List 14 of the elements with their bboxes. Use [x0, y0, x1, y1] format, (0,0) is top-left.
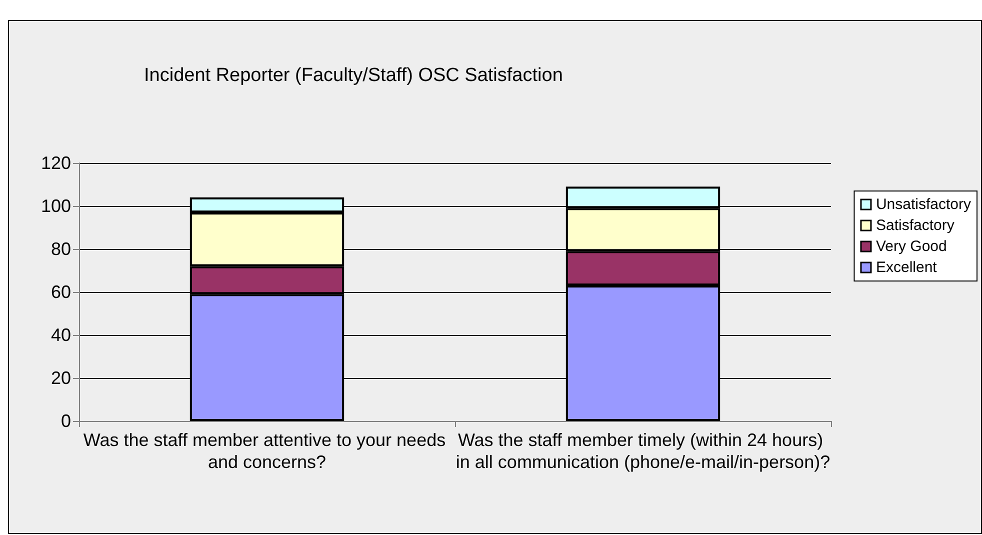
x-tick-label: Was the staff member attentive to your needs and concerns? [83, 430, 451, 472]
y-tick-label: 0 [60, 411, 71, 431]
y-tick-label: 40 [50, 325, 71, 345]
legend-label: Unsatisfactory [876, 196, 972, 213]
legend-label: Very Good [876, 238, 947, 255]
x-tick-label: Was the staff member timely (within 24 hours) in all communication (phone/e-mail/in-person)? [456, 430, 830, 472]
y-tick-label: 100 [40, 196, 71, 216]
y-tick-label: 120 [40, 153, 71, 173]
y-tick-label: 80 [50, 239, 71, 259]
legend-label: Excellent [876, 259, 938, 276]
chart-title: Incident Reporter (Faculty/Staff) OSC Satisfaction [144, 65, 563, 86]
y-tick-label: 60 [50, 282, 71, 302]
y-tick-label: 20 [50, 368, 71, 388]
legend-label: Satisfactory [876, 217, 955, 234]
